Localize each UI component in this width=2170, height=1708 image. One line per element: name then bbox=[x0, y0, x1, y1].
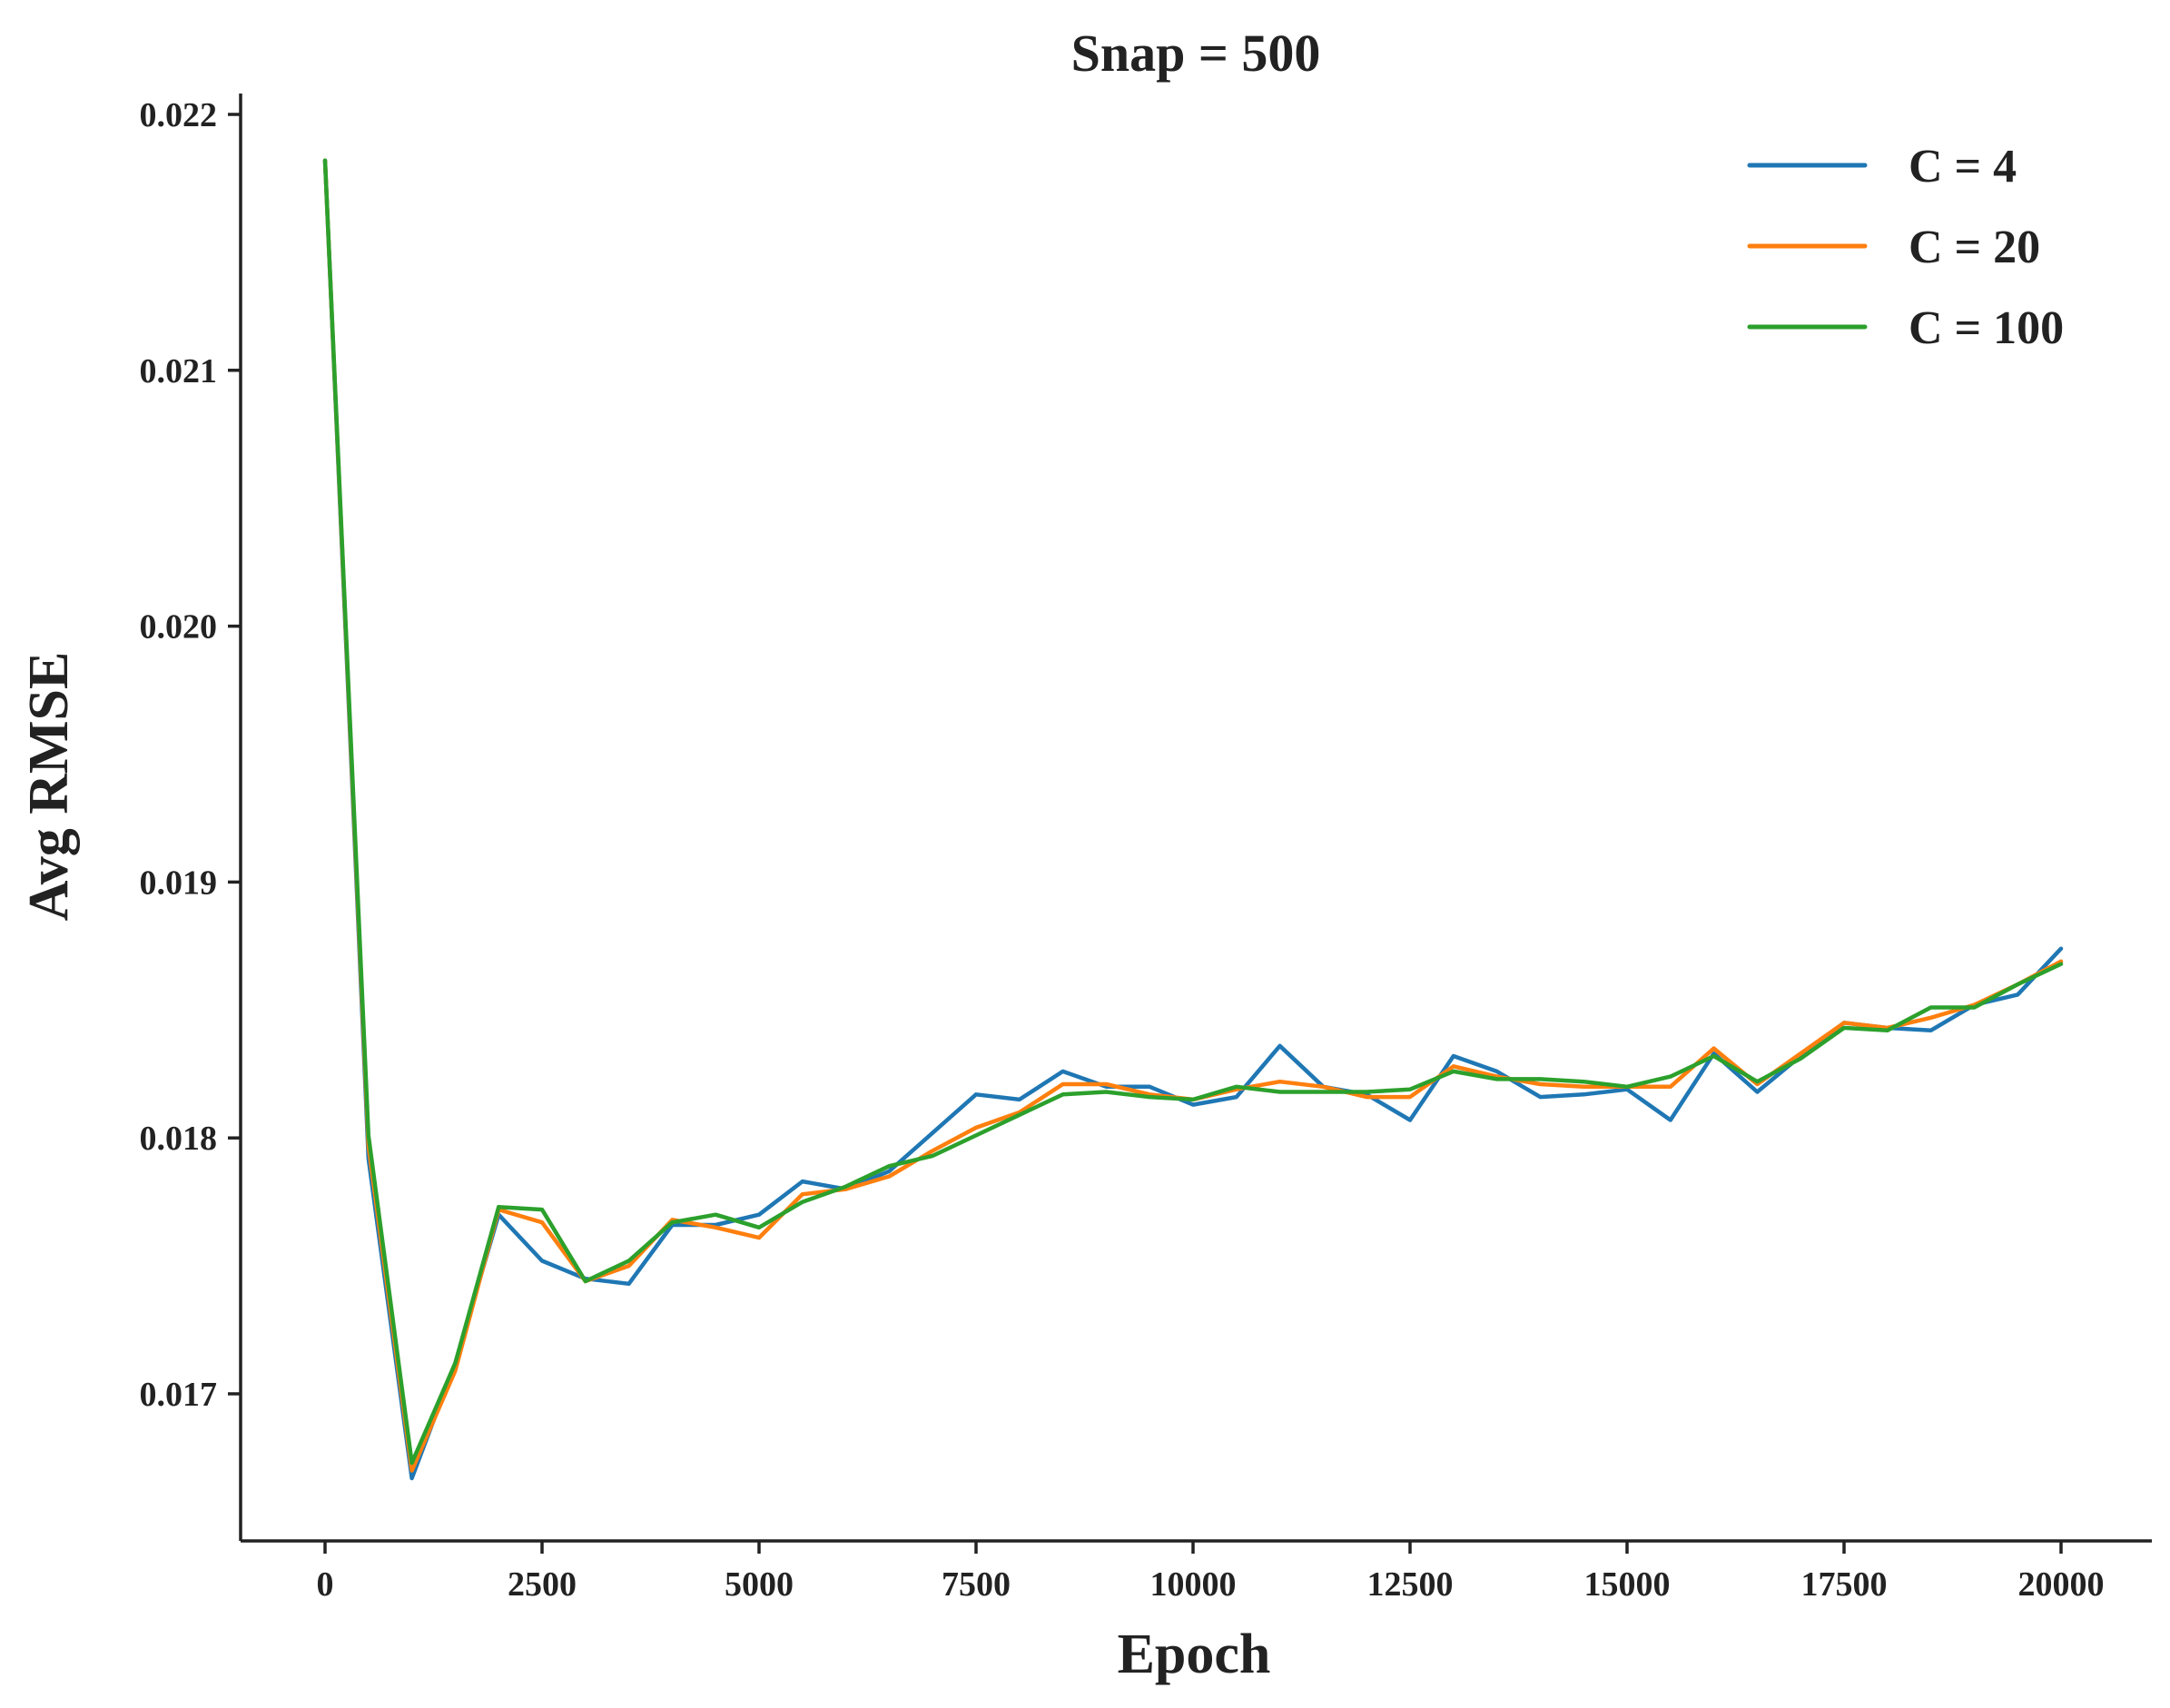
x-tick-label: 17500 bbox=[1801, 1565, 1888, 1604]
legend-label-3: C = 100 bbox=[1909, 302, 2064, 354]
series-line-1 bbox=[322, 158, 2064, 1481]
x-tick-label: 20000 bbox=[2018, 1565, 2105, 1604]
series-line-2 bbox=[322, 158, 2064, 1473]
series-line-3 bbox=[322, 158, 2064, 1466]
y-tick-label: 0.019 bbox=[140, 864, 218, 902]
x-axis-label: Epoch bbox=[1118, 1624, 1271, 1685]
x-tick-label: 7500 bbox=[942, 1565, 1011, 1604]
y-tick-label: 0.017 bbox=[140, 1376, 218, 1414]
x-tick-label: 5000 bbox=[725, 1565, 794, 1604]
axes: 0 2500 5000 7500 10000 12500 15000 17500 20000 0… bbox=[140, 94, 2152, 1604]
legend-label-1: C = 4 bbox=[1909, 141, 2017, 193]
y-tick-label: 0.021 bbox=[140, 352, 218, 390]
x-tick-label: 10000 bbox=[1150, 1565, 1237, 1604]
y-tick-label: 0.022 bbox=[140, 96, 218, 134]
y-axis-label: Avg RMSE bbox=[18, 652, 80, 922]
series-lines bbox=[322, 158, 2064, 1481]
x-tick-label: 12500 bbox=[1367, 1565, 1454, 1604]
x-tick-label: 15000 bbox=[1584, 1565, 1671, 1604]
x-tick-label: 2500 bbox=[508, 1565, 577, 1604]
y-tick-label: 0.020 bbox=[140, 608, 218, 647]
y-tick-label: 0.018 bbox=[140, 1120, 218, 1158]
chart-title: Snap = 500 bbox=[1071, 24, 1321, 83]
x-ticks: 0 2500 5000 7500 10000 12500 15000 17500 20000 bbox=[317, 1541, 2105, 1604]
legend-label-2: C = 20 bbox=[1909, 222, 2040, 273]
y-ticks: 0.017 0.018 0.019 0.020 0.021 0.022 bbox=[140, 96, 241, 1414]
x-tick-label: 0 bbox=[317, 1565, 334, 1604]
legend: C = 4 C = 20 C = 100 bbox=[1747, 141, 2064, 354]
